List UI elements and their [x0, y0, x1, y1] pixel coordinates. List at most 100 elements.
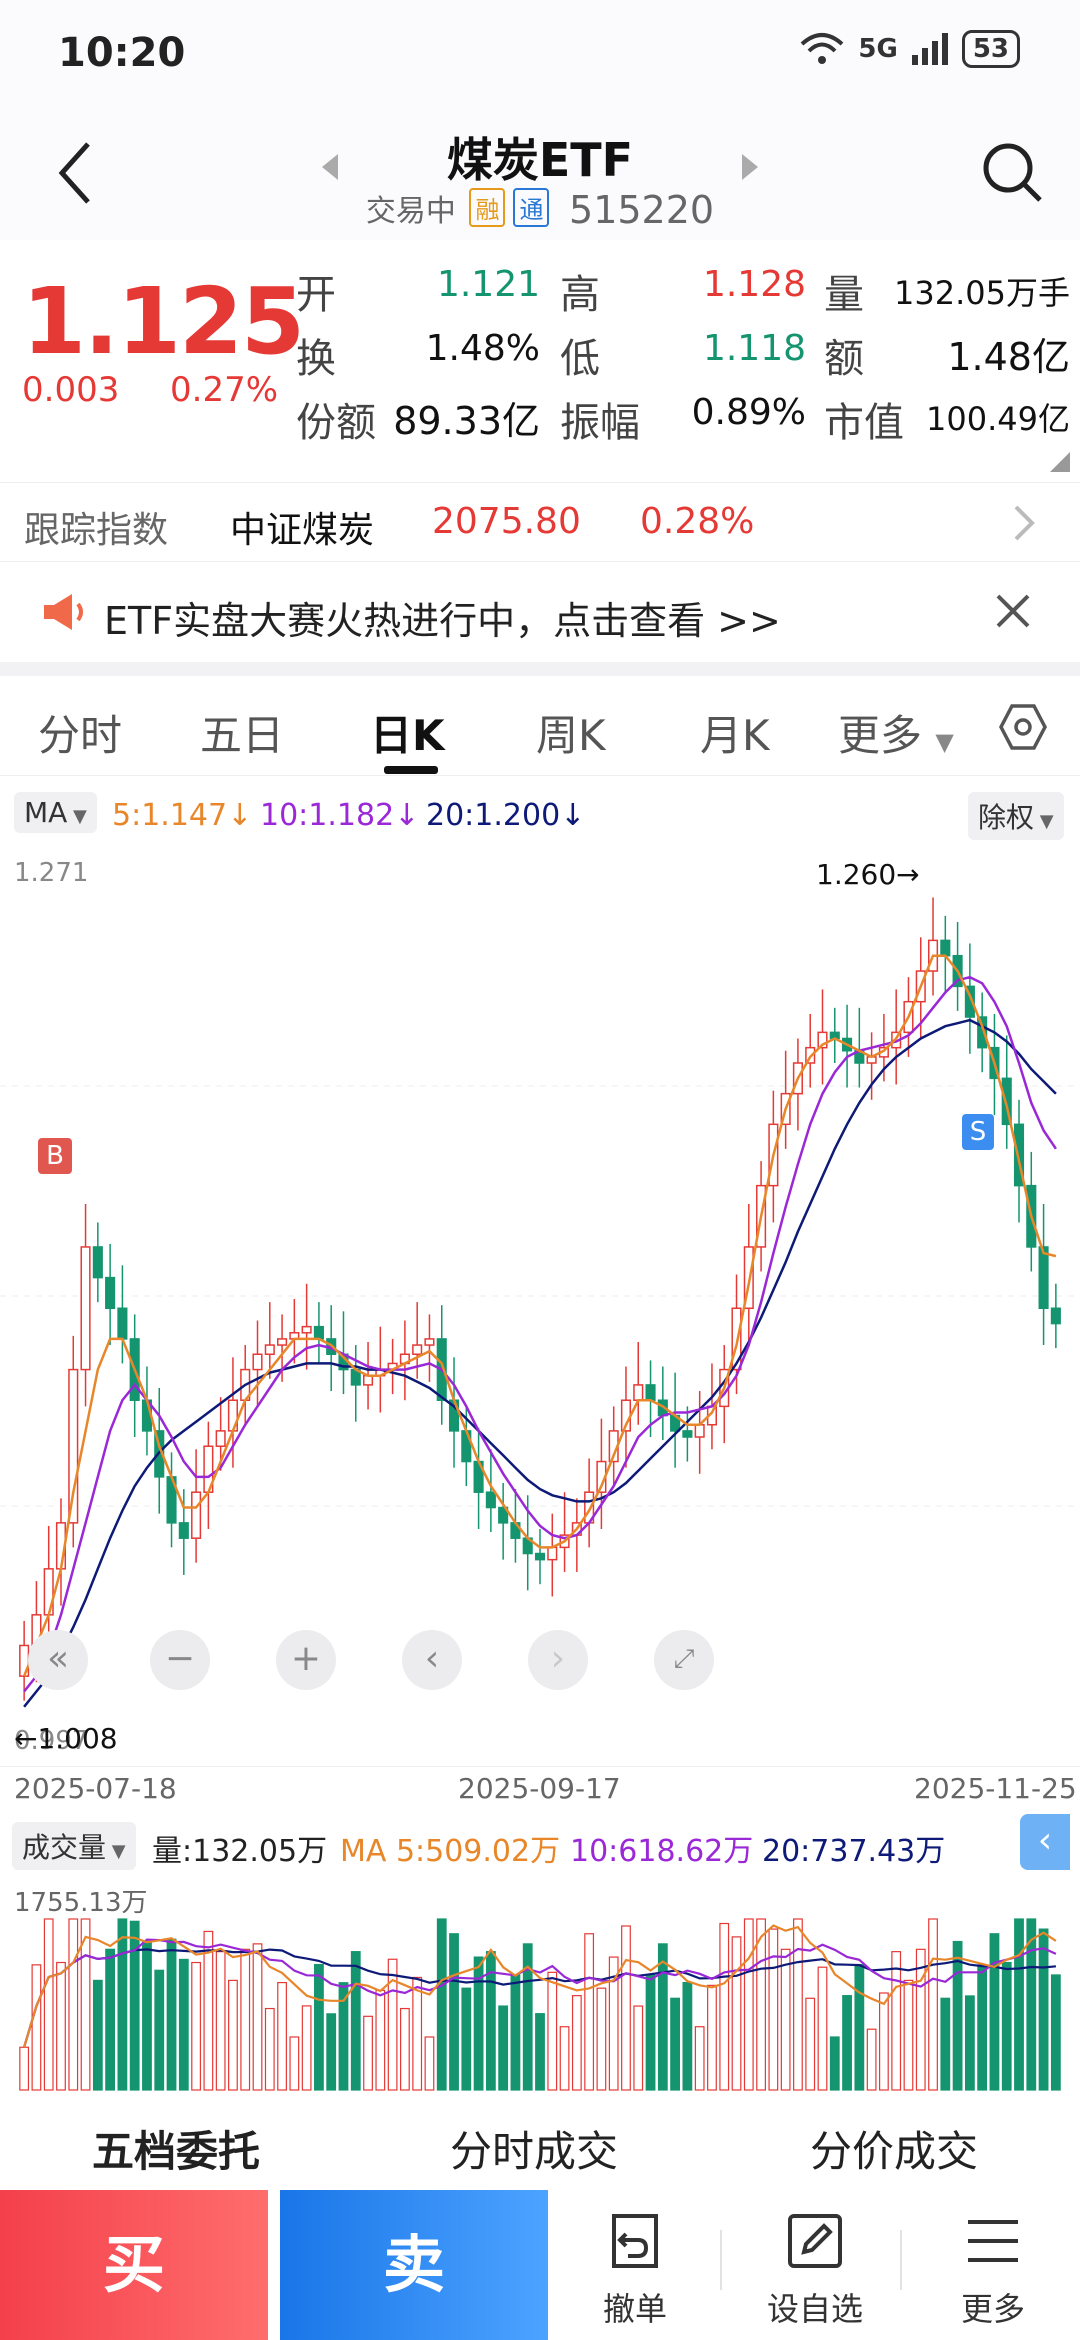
sell-signal-marker[interactable]: S: [962, 1114, 994, 1150]
volume-bar: [473, 1956, 484, 2091]
pan-left-button[interactable]: ‹: [402, 1630, 462, 1690]
tab-more[interactable]: 更多 ▼: [838, 702, 954, 763]
low-value: 1.118: [702, 328, 806, 369]
kline-chart[interactable]: 1.271 0.997 1.260→ ←1.008 B S: [0, 846, 1080, 1766]
close-icon[interactable]: [994, 592, 1032, 630]
volume-bar: [1026, 1918, 1037, 2091]
buy-button[interactable]: 买: [0, 2190, 268, 2340]
tab-daily-k[interactable]: 日K: [370, 711, 445, 760]
volume-bar: [547, 1971, 558, 2091]
prev-stock-icon[interactable]: [318, 152, 342, 182]
back-arrow-icon[interactable]: [56, 140, 96, 206]
expand-corner-icon[interactable]: [1050, 452, 1070, 472]
tracking-label: 跟踪指数: [24, 510, 169, 551]
signal-icon: [911, 33, 948, 65]
candle-body: [694, 1424, 705, 1438]
volume-bar: [866, 2028, 877, 2091]
volume-bar: [412, 1976, 423, 2091]
volume-bar: [793, 1918, 803, 2091]
volume-bar: [228, 1979, 238, 2091]
volume-ma20: 20:737.43万: [762, 1834, 946, 1869]
volume-bar: [326, 2013, 337, 2091]
volume-bar: [817, 1966, 828, 2091]
volume-bar: [129, 1920, 140, 2091]
volume-bar: [277, 1981, 287, 2091]
ma-legend: MA ▼ 5:1.147↓ 10:1.182↓ 20:1.200↓ 除权 ▼: [0, 786, 1080, 842]
add-watchlist-button[interactable]: 设自选: [740, 2190, 890, 2340]
sell-button[interactable]: 卖: [280, 2190, 548, 2340]
candle-body: [817, 1031, 828, 1049]
volume-bar: [289, 2036, 300, 2091]
volume-bar: [596, 1987, 607, 2091]
pan-right-button[interactable]: ›: [528, 1630, 588, 1690]
candle-body: [264, 1344, 275, 1355]
ma-selector[interactable]: MA ▼: [14, 792, 97, 833]
tab-intraday[interactable]: 分时: [38, 711, 123, 760]
volume-ma10-line: [23, 1938, 1057, 2048]
volume-selector[interactable]: 成交量 ▼: [12, 1822, 136, 1870]
more-button[interactable]: 更多: [918, 2190, 1068, 2340]
volume-bar: [19, 2046, 30, 2091]
candle-body: [215, 1430, 226, 1447]
adjust-selector[interactable]: 除权 ▼: [968, 792, 1064, 840]
undo-document-icon: [612, 2214, 658, 2268]
volume-bar: [719, 1922, 730, 2091]
cancel-order-button[interactable]: 撤单: [560, 2190, 710, 2340]
ma20-line: [23, 1018, 1057, 1708]
action-separator: [900, 2230, 902, 2290]
tracking-index-value: 2075.80: [432, 501, 581, 542]
volume-bar: [363, 2015, 373, 2091]
candle-body: [547, 1546, 558, 1561]
last-price: 1.125: [22, 268, 305, 375]
y-min-label: 0.997: [14, 1726, 89, 1756]
volume-chart[interactable]: [0, 1880, 1080, 2100]
buy-signal-marker[interactable]: B: [38, 1138, 72, 1174]
date-end: 2025-11-25: [914, 1772, 1077, 1805]
side-panel-toggle[interactable]: ‹: [1020, 1814, 1070, 1870]
add-watchlist-label: 设自选: [766, 2290, 863, 2328]
chevron-right-icon: [1014, 505, 1035, 541]
tab-time-sales[interactable]: 分时成交: [450, 2127, 619, 2176]
search-icon[interactable]: [980, 140, 1046, 206]
promo-text: ETF实盘大赛火热进行中，点击查看 >>: [104, 599, 781, 643]
volume-bar: [178, 1958, 189, 2091]
date-start: 2025-07-18: [14, 1772, 177, 1805]
volume-bar: [510, 1974, 521, 2091]
tab-monthly-k[interactable]: 月K: [700, 711, 770, 760]
amplitude-value: 0.89%: [691, 392, 806, 433]
fullscreen-button[interactable]: ⤢: [654, 1630, 714, 1690]
y-max-label: 1.271: [14, 858, 89, 888]
tab-weekly-k[interactable]: 周K: [536, 711, 606, 760]
volume-ma5: MA 5:509.02万: [340, 1834, 561, 1869]
volume-bar: [1001, 1961, 1012, 2091]
min-price-marker: ←1.008: [14, 1722, 118, 1755]
tab-five-day[interactable]: 五日: [200, 711, 285, 760]
zoom-in-button[interactable]: +: [276, 1630, 336, 1690]
volume-bar: [117, 1918, 128, 2091]
tab-order-book[interactable]: 五档委托: [92, 2127, 261, 2176]
rewind-button[interactable]: «: [28, 1630, 88, 1690]
amount-label: 额: [824, 336, 864, 382]
stock-header: 煤炭ETF 交易中 融通 515220: [0, 110, 1080, 240]
volume-bar: [387, 1958, 398, 2091]
order-tabs: 五档委托 分时成交 分价成交: [0, 2110, 1080, 2190]
candle-body: [534, 1552, 546, 1561]
volume-bar: [142, 1940, 152, 2091]
volume-bar: [964, 1995, 975, 2091]
volume-bar: [608, 1956, 619, 2091]
volume-bar: [68, 1918, 79, 2091]
tracking-index-row[interactable]: 跟踪指数 中证煤炭 2075.80 0.28%: [0, 482, 1080, 562]
zoom-out-button[interactable]: −: [150, 1630, 210, 1690]
promo-banner[interactable]: ETF实盘大赛火热进行中，点击查看 >>: [0, 562, 1080, 662]
settings-hex-icon[interactable]: [998, 702, 1048, 752]
volume-bar: [559, 2026, 570, 2091]
candle-body: [191, 1491, 202, 1539]
shares-value: 89.33亿: [393, 399, 540, 443]
stock-subtitle: 交易中 融通 515220: [0, 186, 1080, 232]
tab-price-volume[interactable]: 分价成交: [810, 2127, 979, 2176]
volume-bar: [743, 1918, 754, 2091]
volume-bar: [154, 1969, 165, 2091]
next-stock-icon[interactable]: [738, 152, 762, 182]
volume-bar: [338, 1982, 349, 2091]
chevron-down-icon: ▼: [935, 728, 954, 756]
